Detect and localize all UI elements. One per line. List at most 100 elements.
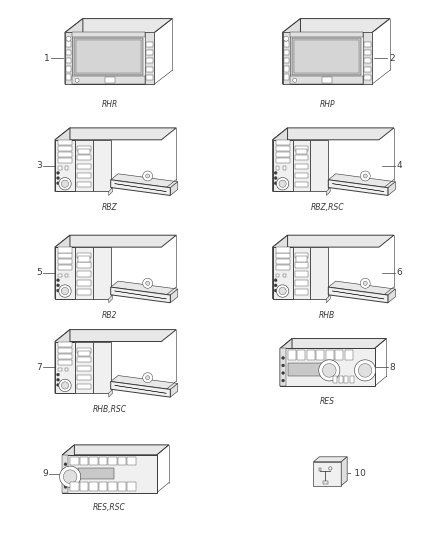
Circle shape [284, 36, 289, 41]
Text: 9: 9 [42, 469, 48, 478]
Circle shape [60, 466, 81, 487]
Circle shape [358, 364, 372, 377]
Bar [288, 363, 324, 376]
Bar [364, 50, 371, 55]
Bar [296, 256, 307, 262]
Polygon shape [314, 457, 347, 462]
Bar [292, 38, 361, 75]
Text: RHB: RHB [319, 311, 336, 320]
Polygon shape [170, 182, 178, 196]
Circle shape [354, 360, 376, 381]
Polygon shape [273, 235, 288, 299]
Bar [58, 360, 72, 365]
Polygon shape [55, 235, 176, 247]
Bar [326, 351, 334, 360]
Bar [322, 77, 332, 83]
Bar [58, 158, 72, 163]
Circle shape [57, 289, 60, 292]
Bar [74, 38, 144, 75]
Polygon shape [109, 389, 113, 397]
Bar [345, 351, 353, 360]
Text: 8: 8 [389, 363, 395, 372]
Bar [75, 140, 93, 191]
Circle shape [75, 78, 79, 82]
Bar [58, 273, 61, 277]
Circle shape [279, 287, 286, 295]
Bar [297, 351, 305, 360]
Bar [364, 67, 371, 72]
Bar [77, 173, 91, 179]
Bar [58, 253, 72, 259]
Circle shape [57, 378, 60, 381]
Polygon shape [328, 174, 396, 188]
Text: RHR: RHR [102, 100, 118, 109]
Polygon shape [111, 287, 170, 303]
Text: 1: 1 [44, 54, 50, 63]
Bar [350, 376, 354, 383]
Circle shape [363, 174, 367, 178]
Bar [316, 351, 324, 360]
Bar [311, 247, 328, 299]
Text: 3: 3 [36, 161, 42, 170]
Bar [276, 152, 290, 157]
Bar [66, 66, 71, 72]
Polygon shape [115, 385, 166, 393]
Bar [58, 348, 72, 353]
Circle shape [64, 478, 67, 481]
Bar [294, 155, 308, 160]
Bar [146, 67, 153, 72]
Polygon shape [328, 180, 388, 196]
Bar [283, 166, 286, 170]
Bar [283, 74, 289, 80]
Bar [66, 41, 71, 47]
Bar [65, 33, 155, 84]
Polygon shape [280, 338, 292, 386]
Circle shape [282, 372, 285, 375]
Bar [77, 357, 91, 362]
Polygon shape [109, 188, 113, 196]
Polygon shape [111, 382, 170, 397]
Polygon shape [388, 289, 396, 303]
Bar [78, 351, 90, 356]
Text: RHB,RSC: RHB,RSC [92, 405, 127, 414]
Polygon shape [326, 188, 330, 196]
Bar [364, 42, 371, 47]
Bar [58, 342, 72, 347]
Bar [66, 58, 71, 63]
Bar [72, 33, 145, 37]
Bar [146, 50, 153, 55]
Text: 6: 6 [397, 269, 403, 278]
Circle shape [274, 176, 277, 180]
Bar [283, 33, 372, 84]
Bar [58, 140, 72, 145]
Bar [78, 256, 90, 262]
Bar [58, 146, 72, 151]
Circle shape [59, 379, 71, 392]
Polygon shape [65, 19, 83, 84]
Bar [65, 368, 68, 372]
Bar [58, 354, 72, 359]
Bar [296, 149, 307, 154]
Circle shape [57, 383, 60, 386]
Text: 4: 4 [397, 161, 403, 170]
Bar [63, 455, 68, 492]
Polygon shape [115, 183, 166, 192]
Bar [75, 342, 93, 393]
Bar [58, 247, 72, 253]
Bar [363, 33, 372, 84]
Bar [294, 164, 308, 169]
Polygon shape [273, 235, 394, 247]
Bar [276, 265, 290, 270]
Polygon shape [111, 376, 178, 390]
Bar [294, 173, 308, 179]
Circle shape [146, 376, 150, 379]
Bar [145, 33, 155, 84]
Bar [283, 33, 290, 84]
Circle shape [360, 171, 370, 181]
Bar [77, 280, 91, 286]
Polygon shape [332, 291, 384, 299]
Bar [72, 76, 145, 84]
Bar [276, 253, 290, 259]
Circle shape [282, 379, 285, 382]
Bar [276, 259, 290, 264]
